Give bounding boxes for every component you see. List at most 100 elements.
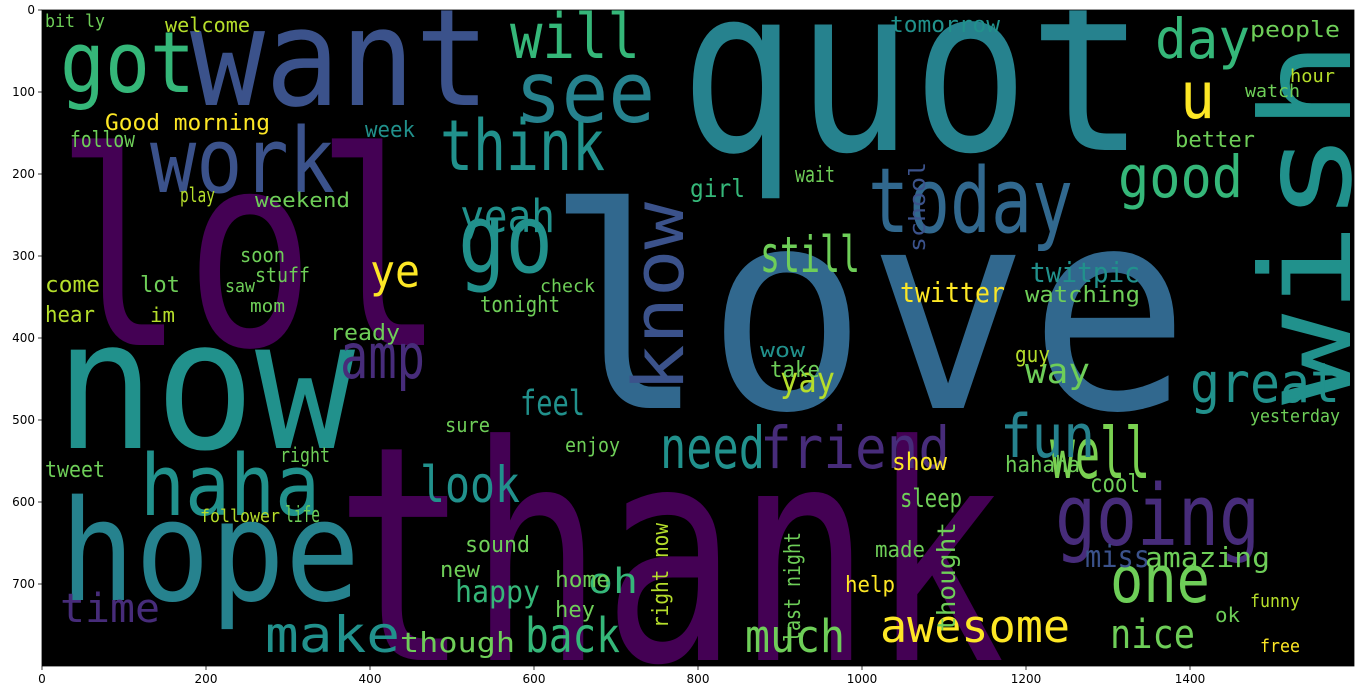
word: now [55, 282, 356, 491]
word: well [1050, 413, 1150, 495]
word: time [60, 586, 160, 632]
word: hahaha [1005, 453, 1080, 478]
word: home [555, 568, 610, 593]
word: friend [760, 414, 950, 482]
word: u [1180, 59, 1215, 134]
word: work [150, 109, 335, 214]
word: look [420, 456, 520, 514]
word: saw [225, 276, 255, 297]
word: life [285, 503, 320, 528]
word: week [365, 118, 415, 143]
word: made [875, 538, 925, 563]
word: right [280, 443, 330, 467]
word: back [525, 608, 620, 664]
y-tick-label: 500 [12, 413, 35, 427]
word: amp [340, 320, 425, 393]
word: quot [680, 0, 1145, 205]
word: twitpic [1030, 256, 1140, 289]
word: sure [445, 413, 490, 437]
x-tick-label: 0 [38, 672, 46, 686]
word: wish [1235, 40, 1368, 405]
word: come [45, 273, 100, 298]
word: good [1118, 143, 1243, 211]
word: make [265, 606, 400, 664]
y-tick-label: 0 [27, 3, 35, 17]
word: thought [932, 522, 961, 632]
y-tick-label: 400 [12, 331, 35, 345]
word: wait [795, 163, 835, 188]
word: feel [520, 384, 585, 424]
word: tweet [45, 458, 105, 483]
x-tick-label: 1000 [847, 672, 878, 686]
word: funny [1250, 591, 1300, 612]
word: stuff [255, 263, 310, 287]
word: right now [649, 522, 674, 628]
word: one [1110, 543, 1210, 618]
word: Good morning [105, 111, 270, 136]
word: haha [140, 437, 320, 536]
words: lovethanklolquotnowwanthopehahawishworkg… [45, 0, 1368, 696]
y-tick-label: 600 [12, 495, 35, 509]
word: amazing [1145, 541, 1270, 574]
x-tick-label: 600 [523, 672, 546, 686]
word: hour [1290, 66, 1335, 87]
word: cool [1090, 469, 1140, 498]
word: though [400, 626, 515, 659]
word: take [770, 358, 820, 383]
word: guy [1015, 343, 1050, 368]
word: great [1190, 351, 1340, 415]
x-tick-label: 1200 [1011, 672, 1042, 686]
word: yay [780, 361, 835, 401]
word: follower [200, 506, 280, 527]
word: way [1025, 352, 1090, 392]
word: ye [370, 245, 420, 298]
word: watching [1025, 283, 1140, 308]
word: oh [588, 562, 638, 602]
word: awesome [880, 600, 1070, 653]
word: got [60, 14, 195, 113]
word: welcome [165, 13, 250, 37]
word: thank [335, 382, 1005, 696]
word: today [868, 149, 1073, 254]
word: follow [70, 128, 136, 153]
y-tick-label: 100 [12, 85, 35, 99]
word: hey [555, 598, 595, 623]
y-tick-label: 700 [12, 577, 35, 591]
word: day [1155, 7, 1250, 71]
word: hear [45, 303, 95, 328]
word: better [1175, 128, 1255, 153]
word: weekend [255, 188, 350, 212]
word: want [190, 0, 490, 137]
x-tick-label: 200 [195, 672, 218, 686]
x-tick-label: 1400 [1175, 672, 1206, 686]
word: go [458, 185, 553, 295]
word: going [1055, 467, 1260, 566]
word: mom [250, 296, 285, 317]
word: yeah [460, 190, 555, 243]
word: free [1260, 636, 1300, 657]
word: lot [140, 273, 180, 298]
word: still [760, 226, 860, 284]
word: tonight [480, 293, 560, 318]
image-background [42, 10, 1354, 666]
word: girl [690, 174, 745, 203]
word: watch [1245, 81, 1300, 102]
word: nice [1110, 612, 1195, 658]
word: ready [330, 321, 400, 346]
word: will [510, 0, 640, 73]
word: tomorrow [890, 13, 1001, 38]
word: enjoy [565, 433, 620, 457]
word: much [745, 610, 845, 663]
word: think [440, 105, 605, 187]
word: hope [60, 471, 360, 634]
word: bit ly [45, 11, 105, 32]
word: see [515, 44, 655, 143]
word: show [892, 448, 948, 476]
word: sound [465, 533, 530, 558]
x-tick-label: 400 [359, 672, 382, 686]
word: im [150, 303, 175, 327]
word: know [618, 201, 700, 392]
word: need [660, 414, 765, 482]
word: school [906, 162, 931, 252]
